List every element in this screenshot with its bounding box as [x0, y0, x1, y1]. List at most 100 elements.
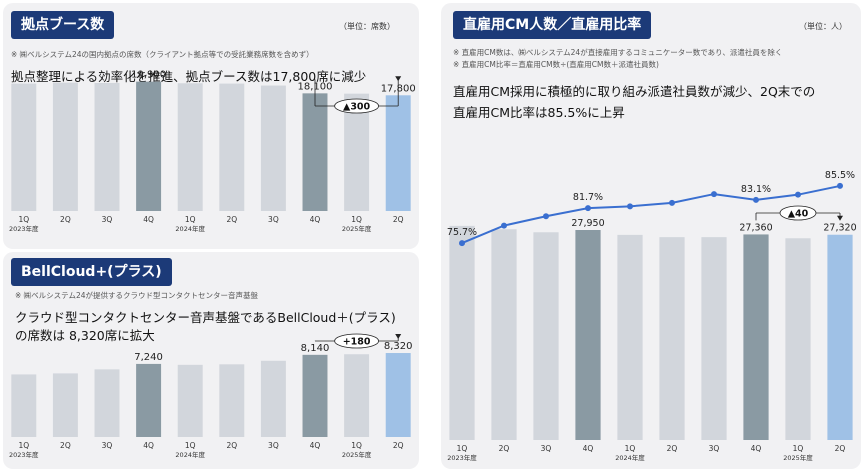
bar [302, 93, 328, 211]
ratio-label: 81.7% [573, 192, 603, 203]
bar [385, 353, 411, 437]
x-tick-label: 1Q [351, 215, 362, 224]
unit-label: （単位：人） [799, 22, 847, 31]
x-tick-label: 2Q [835, 444, 846, 453]
bar [302, 354, 328, 437]
bellcloud-chart: 1Q 2Q 3Q 7,240 4Q 1Q 2Q 3Q 8,140 4Q 1Q 8,320 2Q 2023年… [9, 333, 413, 459]
change-label: ▲300 [343, 102, 371, 113]
ratio-point [459, 240, 465, 247]
x-tick-label: 3Q [709, 444, 720, 453]
data-label: 7,240 [134, 352, 163, 363]
bar [52, 82, 78, 211]
year-label: 2024年度 [615, 453, 645, 462]
change-arrowhead [395, 76, 402, 82]
direct-cm-chart: 1Q 2Q 3Q 27,950 4Q 1Q 2Q 3Q 27,360 4Q 1Q 27,320 2Q 20… [447, 170, 857, 462]
change-arrowhead [395, 334, 402, 340]
change-pill [334, 333, 380, 349]
note-1: ※ 直雇用CM数は、㈱ベルシステム24が直接雇用するコミュニケーター数であり、派… [453, 48, 783, 57]
headline-line-2: 直雇用CM比率は85.5%に上昇 [453, 105, 625, 120]
note: ※ ㈱ベルシステム24の国内拠点の席数（クライアント拠点等での受託業務席数を含め… [11, 50, 314, 59]
x-tick-label: 2Q [226, 215, 237, 224]
unit-label: （単位：席数） [339, 22, 395, 31]
bar [575, 229, 601, 440]
headline-line-1: クラウド型コンタクトセンター音声基盤であるBellCloud＋(プラス) [15, 310, 396, 325]
bar [385, 95, 411, 211]
headline-line-2: の席数は 8,320席に拡大 [15, 328, 155, 343]
bar [94, 369, 120, 437]
x-tick-label: 1Q [625, 444, 636, 453]
ratio-point [543, 213, 549, 220]
year-label: 2025年度 [342, 224, 372, 233]
ratio-point [837, 182, 843, 189]
x-tick-label: 2Q [226, 441, 237, 450]
data-label: 27,320 [823, 223, 856, 234]
change-pill [334, 98, 380, 114]
panel-direct-cm: 直雇用CM人数／直雇用比率 （単位：人） ※ 直雇用CM数は、㈱ベルシステム24… [441, 3, 861, 469]
data-label: 8,320 [384, 341, 413, 352]
x-tick-label: 2Q [499, 444, 510, 453]
x-tick-label: 1Q [185, 215, 196, 224]
headline-line-1: 直雇用CM採用に積極的に取り組み派遣社員数が減少、2Q末での [453, 84, 816, 99]
x-tick-label: 4Q [310, 215, 321, 224]
x-tick-label: 3Q [268, 215, 279, 224]
ratio-point [711, 191, 717, 198]
panel-booth-count: 拠点ブース数 （単位：席数） ※ ㈱ベルシステム24の国内拠点の席数（クライアン… [3, 3, 419, 249]
bar [533, 232, 559, 440]
bar [260, 85, 286, 211]
panel-title: 直雇用CM人数／直雇用比率 [453, 11, 652, 39]
x-tick-label: 3Q [102, 441, 113, 450]
data-label: 27,360 [739, 222, 772, 233]
headline: 拠点整理による効率化を推進、拠点ブース数は17,800席に減少 [11, 69, 367, 84]
bar [177, 83, 203, 211]
x-tick-label: 4Q [143, 441, 154, 450]
year-label: 2024年度 [175, 450, 205, 459]
x-tick-label: 2Q [60, 215, 71, 224]
bar [659, 237, 685, 440]
ratio-label: 85.5% [825, 170, 855, 181]
year-label: 2023年度 [9, 450, 39, 459]
bar [827, 234, 853, 440]
x-tick-label: 1Q [351, 441, 362, 450]
ratio-point [585, 205, 591, 212]
x-tick-label: 3Q [102, 215, 113, 224]
bar [11, 374, 37, 437]
ratio-point [669, 199, 675, 206]
bar [743, 234, 769, 440]
bar [617, 234, 643, 440]
year-label: 2025年度 [342, 450, 372, 459]
ratio-label: 83.1% [741, 184, 771, 195]
bar [94, 82, 120, 211]
bar [260, 360, 286, 437]
ratio-point [795, 191, 801, 198]
x-tick-label: 1Q [793, 444, 804, 453]
x-tick-label: 1Q [18, 441, 29, 450]
x-tick-label: 2Q [60, 441, 71, 450]
data-label: 19,900 [131, 70, 166, 81]
bar [11, 83, 37, 211]
year-label: 2023年度 [9, 224, 39, 233]
bar [785, 238, 811, 440]
bar [701, 237, 727, 440]
bar [449, 225, 475, 440]
x-tick-label: 4Q [583, 444, 594, 453]
x-tick-label: 1Q [457, 444, 468, 453]
bar [136, 81, 162, 212]
bar [344, 354, 370, 437]
x-tick-label: 1Q [185, 441, 196, 450]
bar [219, 83, 245, 211]
x-tick-label: 4Q [310, 441, 321, 450]
ratio-point [501, 222, 507, 229]
year-label: 2025年度 [783, 453, 813, 462]
bar [52, 373, 78, 437]
data-label: 27,950 [571, 218, 604, 229]
year-label: 2024年度 [175, 224, 205, 233]
change-arrowhead [837, 215, 843, 221]
x-tick-label: 1Q [18, 215, 29, 224]
panel-title: BellCloud+(プラス) [11, 258, 172, 286]
x-tick-label: 2Q [393, 441, 404, 450]
panel-bellcloud: BellCloud+(プラス) ※ ㈱ベルシステム24が提供するクラウド型コンタ… [3, 252, 419, 469]
change-label: +180 [343, 337, 371, 348]
x-tick-label: 2Q [667, 444, 678, 453]
data-label: 8,140 [301, 343, 330, 354]
